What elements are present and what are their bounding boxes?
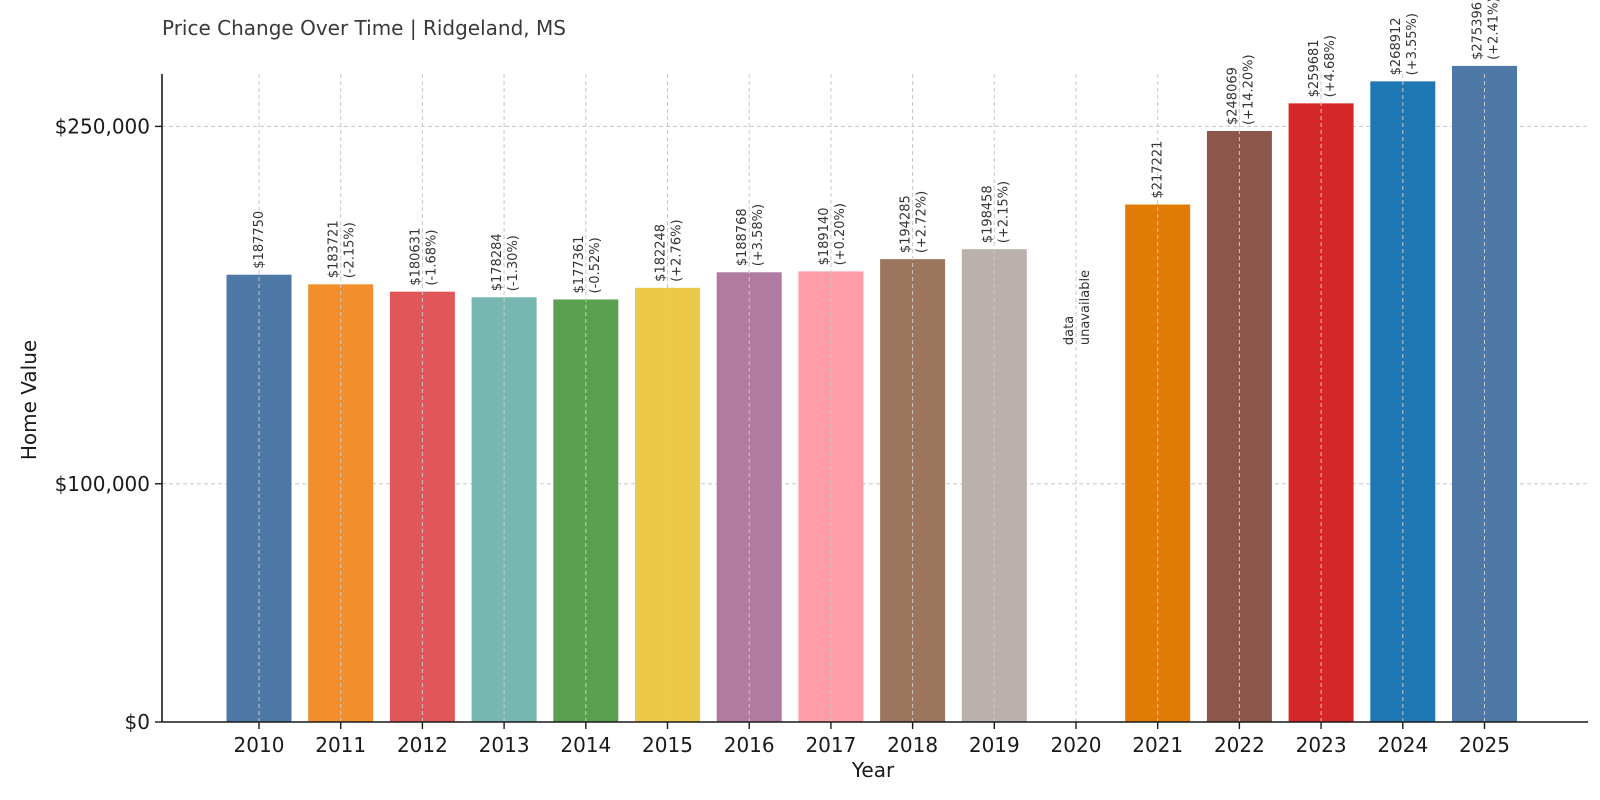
bar-label-group-2012: $180631 (-1.68%) xyxy=(408,228,439,286)
x-tick-label: 2018 xyxy=(887,733,938,757)
bar-label-group-2013: $178284 (-1.30%) xyxy=(490,233,521,291)
bar-value-label: $248069 xyxy=(1225,67,1240,125)
x-grid-layer xyxy=(258,74,1485,722)
bar-labels-layer: $187750 $183721 (-2.15%) $180631 (-1.68%) $17… xyxy=(252,0,1502,345)
bar-change-label: (+3.55%) xyxy=(1405,13,1420,75)
bar-label-group-2023: $259681 (+4.68%) xyxy=(1307,35,1338,97)
bar-change-label: (+3.58%) xyxy=(751,204,766,266)
bar-value-label: $183721 xyxy=(327,220,342,278)
bar-label-group-2015: $182248 (+2.76%) xyxy=(654,219,685,281)
x-tick-label: 2023 xyxy=(1296,733,1347,757)
x-tick-label: 2014 xyxy=(560,733,611,757)
bar-label-group-2025: $275396 (+2.41%) xyxy=(1471,0,1502,60)
bar-value-label: $268912 xyxy=(1389,17,1404,75)
bar-value-label: $189140 xyxy=(817,207,832,265)
bar-label-group-2010: $187750 xyxy=(252,211,267,269)
bar-value-label: $275396 xyxy=(1471,2,1486,60)
y-axis-title: Home Value xyxy=(17,340,41,460)
bar-change-label: (+14.20%) xyxy=(1241,54,1256,125)
y-tick-label: $250,000 xyxy=(55,114,150,138)
bar-label-group-2016: $188768 (+3.58%) xyxy=(735,204,766,266)
bar-label-group-2018: $194285 (+2.72%) xyxy=(899,191,930,253)
bar-value-label: $187750 xyxy=(252,211,267,269)
x-tick-label: 2017 xyxy=(805,733,856,757)
y-tick-label: $0 xyxy=(125,710,150,734)
bar-value-label: $178284 xyxy=(490,233,505,291)
bar-value-label: $194285 xyxy=(899,195,914,253)
x-tick-label: 2022 xyxy=(1214,733,1265,757)
x-tick-label: 2015 xyxy=(642,733,693,757)
x-tick-label: 2011 xyxy=(315,733,366,757)
x-tick-label: 2012 xyxy=(397,733,448,757)
x-axis-title: Year xyxy=(851,758,895,782)
bar-label-group-2014: $177361 (-0.52%) xyxy=(572,236,603,294)
bar-label-group-2021: $217221 xyxy=(1151,141,1166,199)
bar-label-group-2024: $268912 (+3.55%) xyxy=(1389,13,1420,75)
bar-value-label: $188768 xyxy=(735,208,750,266)
bar-value-label: $198458 xyxy=(980,185,995,243)
bar-change-label: (-2.15%) xyxy=(343,222,358,278)
bar-label-group-2022: $248069 (+14.20%) xyxy=(1225,54,1256,125)
y-tick-label: $100,000 xyxy=(55,472,150,496)
x-tick-label: 2013 xyxy=(479,733,530,757)
missing-data-label-line2: unavailable xyxy=(1078,270,1093,345)
chart-title: Price Change Over Time | Ridgeland, MS xyxy=(162,16,566,40)
bar-change-label: (+2.72%) xyxy=(915,191,930,253)
bar-label-group-2019: $198458 (+2.15%) xyxy=(980,181,1011,243)
bar-value-label: $180631 xyxy=(408,228,423,286)
x-tick-label: 2020 xyxy=(1051,733,1102,757)
bar-change-label: (+2.15%) xyxy=(996,181,1011,243)
bar-change-label: (+2.76%) xyxy=(670,219,685,281)
bar-label-group-2017: $189140 (+0.20%) xyxy=(817,203,848,265)
bar-value-label: $217221 xyxy=(1151,141,1166,199)
bar-change-label: (-0.52%) xyxy=(588,237,603,293)
bars-layer xyxy=(226,65,1517,723)
x-tick-label: 2019 xyxy=(969,733,1020,757)
bar-change-label: (-1.30%) xyxy=(506,235,521,291)
bar-change-label: (-1.68%) xyxy=(424,230,439,286)
x-tick-label: 2024 xyxy=(1377,733,1428,757)
bar-change-label: (+4.68%) xyxy=(1323,35,1338,97)
bar-change-label: (+2.41%) xyxy=(1487,0,1502,60)
bar-value-label: $177361 xyxy=(572,236,587,294)
x-tick-label: 2010 xyxy=(234,733,285,757)
x-tick-label: 2016 xyxy=(724,733,775,757)
bar-change-label: (+0.20%) xyxy=(833,203,848,265)
bar-value-label: $259681 xyxy=(1307,39,1322,97)
x-tick-label: 2021 xyxy=(1132,733,1183,757)
bar-label-group-2011: $183721 (-2.15%) xyxy=(327,220,358,278)
missing-data-label-group: data unavailable xyxy=(1062,270,1093,345)
bar-value-label: $182248 xyxy=(654,224,669,282)
axes-layer: $0 $100,000 $250,000 2010 2011 2012 2013 2014 20… xyxy=(55,74,1588,757)
bar-2024 xyxy=(1370,81,1436,723)
missing-data-label-line1: data xyxy=(1062,316,1077,345)
x-tick-label: 2025 xyxy=(1459,733,1510,757)
